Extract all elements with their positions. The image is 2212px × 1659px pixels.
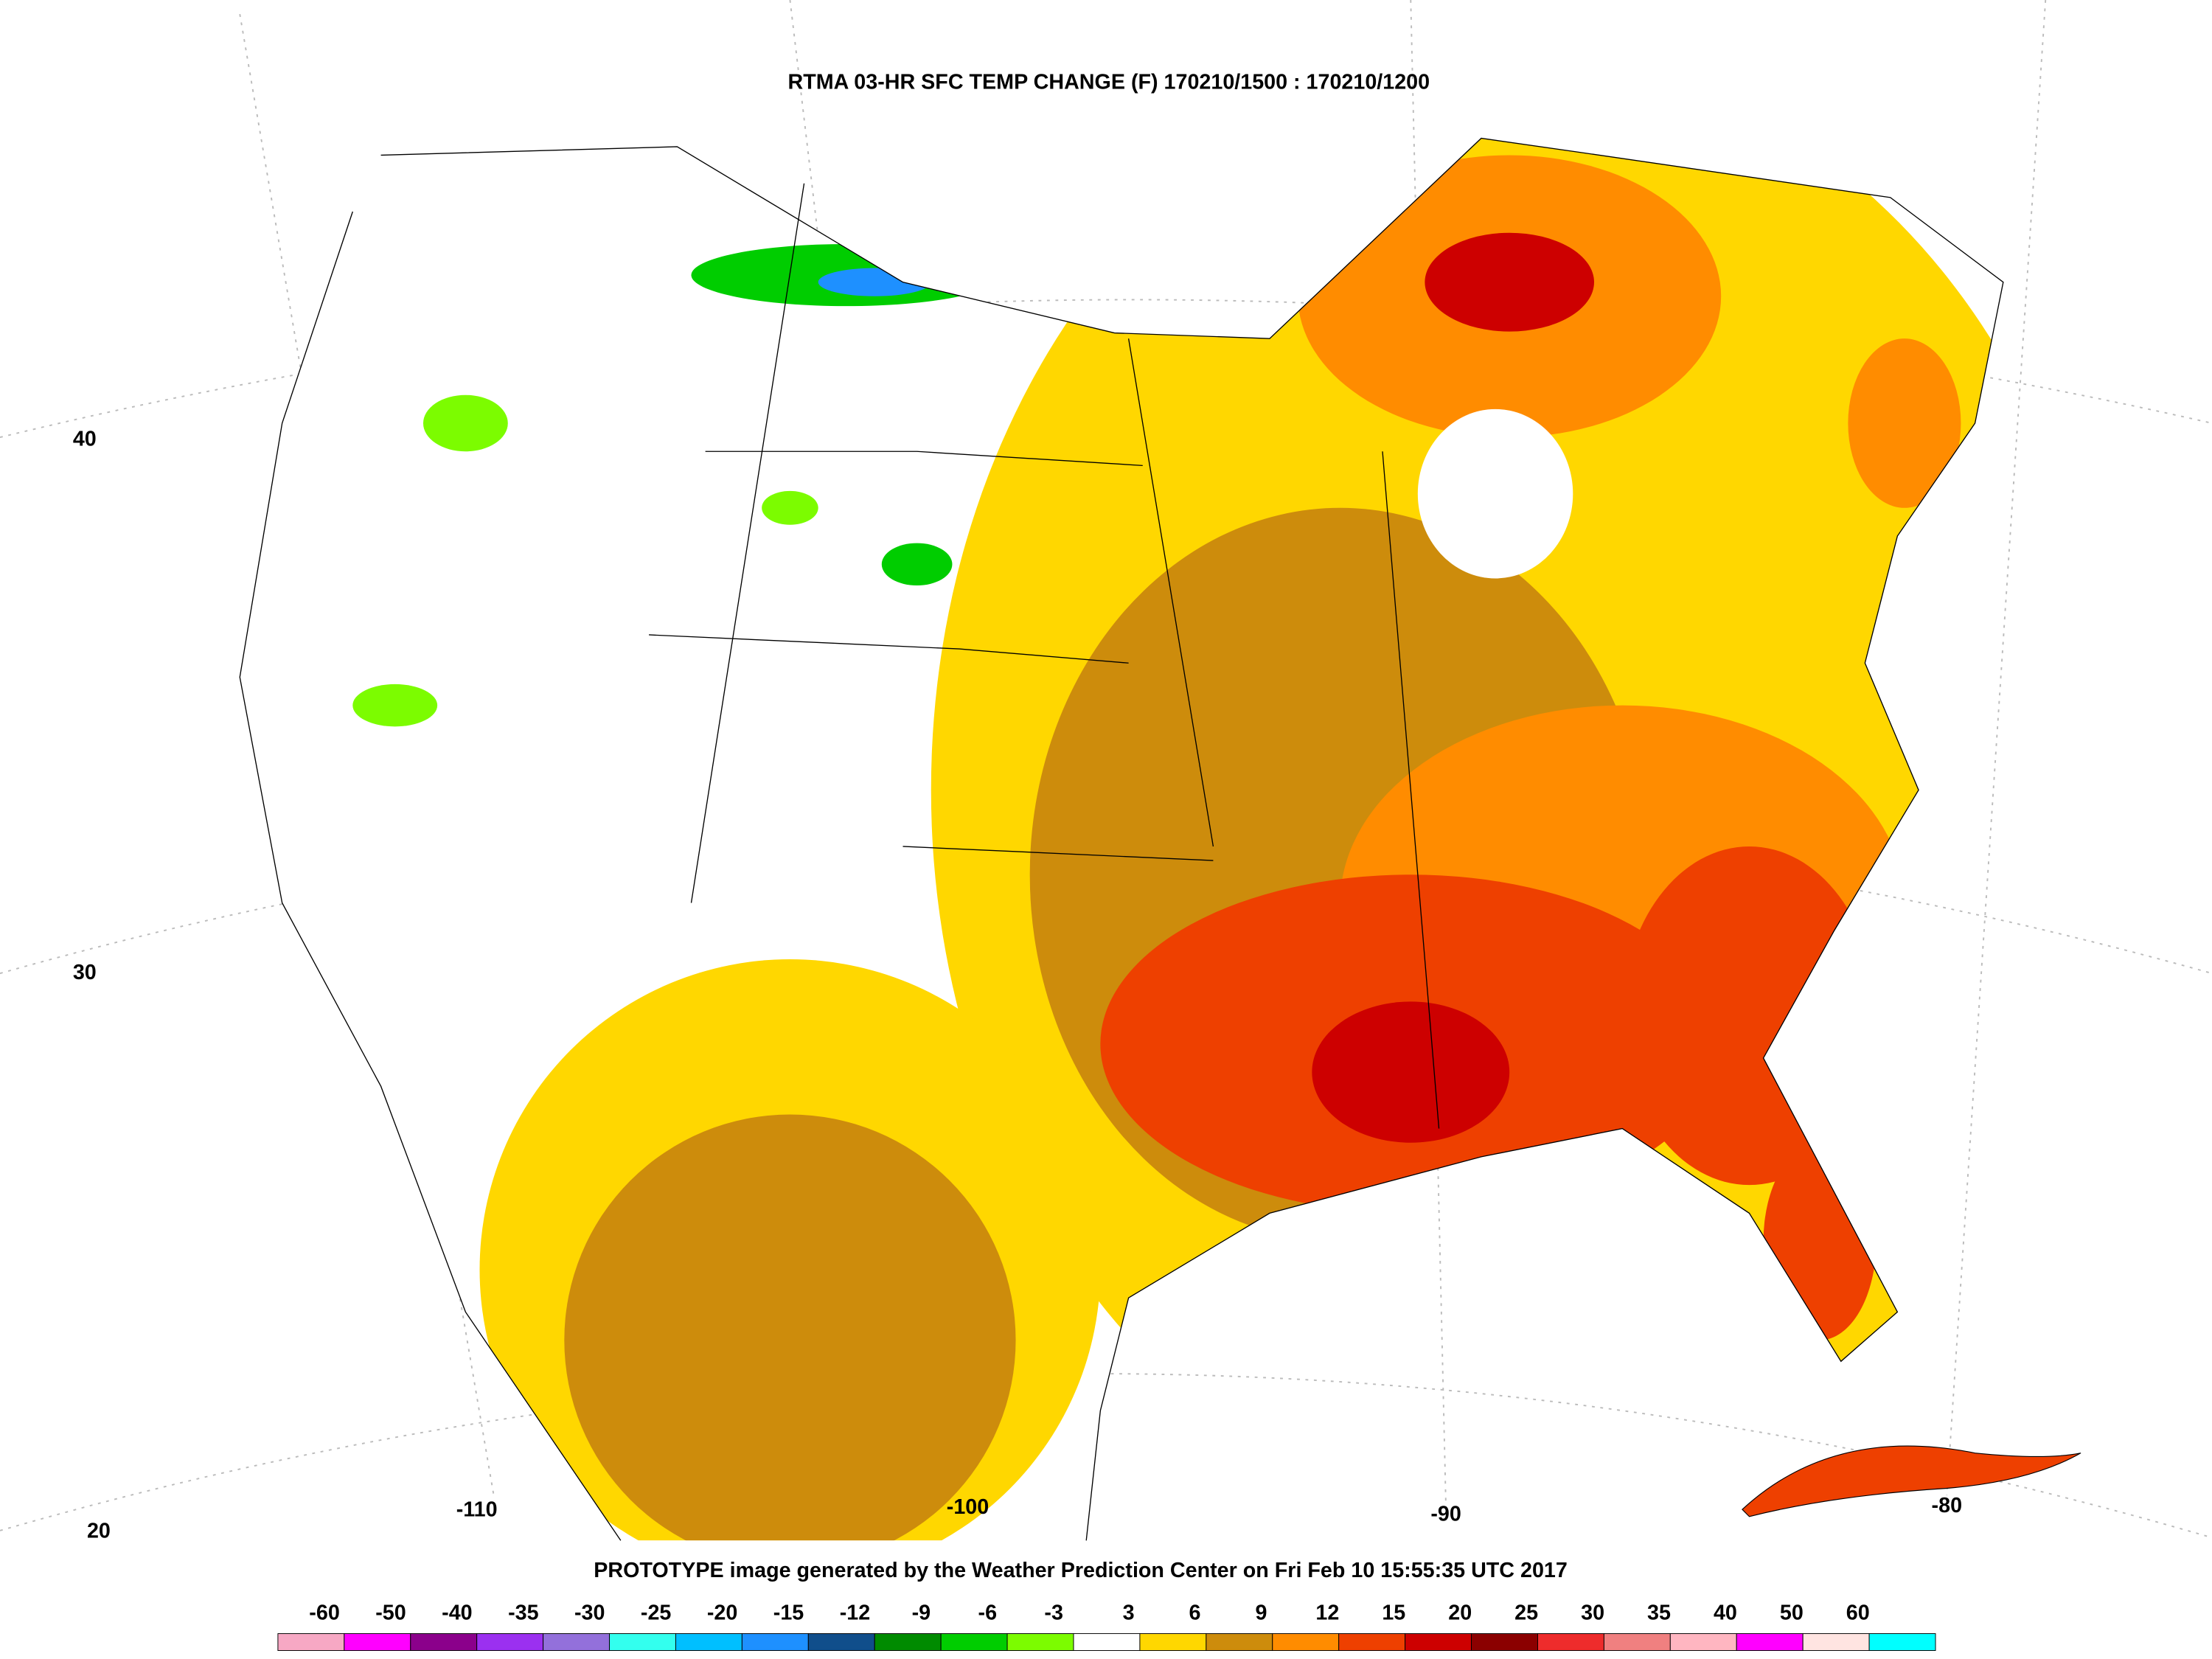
colorbar-swatch bbox=[1802, 1633, 1870, 1651]
colorbar-label: -60 bbox=[309, 1601, 339, 1624]
colorbar-swatch bbox=[675, 1633, 742, 1651]
colorbar-label: 60 bbox=[1846, 1601, 1870, 1624]
colorbar-swatch bbox=[1073, 1633, 1141, 1651]
colorbar-label: -12 bbox=[840, 1601, 870, 1624]
map-title: RTMA 03-HR SFC TEMP CHANGE (F) 170210/15… bbox=[788, 71, 1430, 94]
colorbar-label: 6 bbox=[1189, 1601, 1201, 1624]
colorbar-swatch bbox=[1471, 1633, 1538, 1651]
colorbar-swatch bbox=[874, 1633, 942, 1651]
colorbar-label: -3 bbox=[1044, 1601, 1063, 1624]
colorbar-swatch bbox=[1603, 1633, 1671, 1651]
colorbar-label: 35 bbox=[1647, 1601, 1671, 1624]
colorbar-label: -40 bbox=[442, 1601, 472, 1624]
colorbar-label: 40 bbox=[1714, 1601, 1737, 1624]
colorbar-swatch bbox=[1405, 1633, 1472, 1651]
colorbar-swatch bbox=[1736, 1633, 1804, 1651]
colorbar-swatch bbox=[1868, 1633, 1936, 1651]
colorbar-swatch bbox=[1338, 1633, 1406, 1651]
colorbar-swatch bbox=[1669, 1633, 1737, 1651]
colorbar-swatch bbox=[609, 1633, 676, 1651]
colorbar-label: -30 bbox=[574, 1601, 605, 1624]
colorbar-swatch bbox=[741, 1633, 809, 1651]
colorbar-swatch bbox=[543, 1633, 611, 1651]
latitude-label: 20 bbox=[87, 1519, 111, 1543]
latitude-label: 30 bbox=[73, 961, 97, 984]
colorbar-label: 50 bbox=[1780, 1601, 1804, 1624]
colorbar-swatch bbox=[1139, 1633, 1207, 1651]
colorbar-label: 15 bbox=[1382, 1601, 1405, 1624]
labels-and-colorbar: 40 30 20 -110 -100 -90 -80 -60 -50 -40 -35 -30 -25 -2… bbox=[73, 428, 1962, 1651]
colorbar-label: 25 bbox=[1514, 1601, 1538, 1624]
colorbar-label: -6 bbox=[978, 1601, 998, 1624]
colorbar-label: -25 bbox=[641, 1601, 672, 1624]
colorbar-label: -50 bbox=[375, 1601, 406, 1624]
colorbar-swatch bbox=[277, 1633, 345, 1651]
footer-note: PROTOTYPE image generated by the Weather… bbox=[594, 1559, 1568, 1582]
state-outlines bbox=[239, 137, 2004, 1541]
colorbar-label: -35 bbox=[508, 1601, 539, 1624]
colorbar-label: -9 bbox=[912, 1601, 931, 1624]
colorbar-swatch bbox=[940, 1633, 1008, 1651]
colorbar-label: 12 bbox=[1315, 1601, 1339, 1624]
colorbar-label: 9 bbox=[1255, 1601, 1267, 1624]
cuba bbox=[1742, 1445, 2081, 1517]
colorbar-label: -20 bbox=[707, 1601, 737, 1624]
colorbar-label: 3 bbox=[1123, 1601, 1135, 1624]
colorbar-swatch bbox=[1537, 1633, 1604, 1651]
colorbar-swatch bbox=[1006, 1633, 1074, 1651]
colorbar-swatch bbox=[1272, 1633, 1340, 1651]
latitude-label: 40 bbox=[73, 428, 97, 451]
longitude-label: -110 bbox=[456, 1498, 498, 1522]
longitude-label: -100 bbox=[947, 1495, 989, 1519]
longitude-label: -80 bbox=[1932, 1494, 1962, 1517]
colorbar-swatch bbox=[410, 1633, 478, 1651]
colorbar-swatch bbox=[1206, 1633, 1273, 1651]
colorbar-label: 20 bbox=[1448, 1601, 1472, 1624]
colorbar-swatch bbox=[476, 1633, 544, 1651]
colorbar-swatch bbox=[344, 1633, 411, 1651]
colorbar-label: -15 bbox=[773, 1601, 804, 1624]
colorbar-label: 30 bbox=[1581, 1601, 1604, 1624]
longitude-label: -90 bbox=[1430, 1502, 1461, 1526]
colorbar-swatch bbox=[807, 1633, 875, 1651]
